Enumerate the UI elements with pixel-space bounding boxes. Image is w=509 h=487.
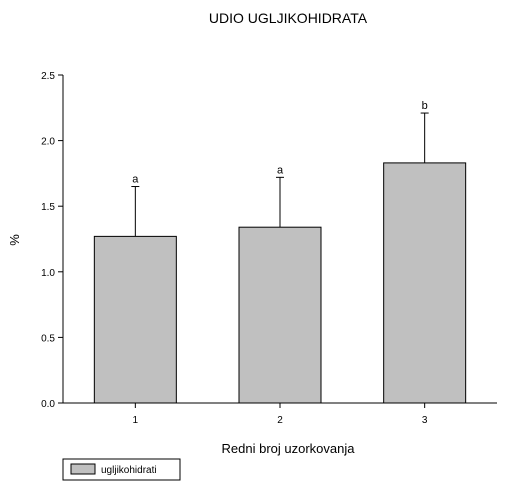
x-axis-label: Redni broj uzorkovanja [222, 441, 356, 456]
x-tick-label: 3 [422, 415, 428, 426]
chart-title: UDIO UGLJIKOHIDRATA [209, 10, 368, 26]
bar [383, 162, 467, 404]
y-tick-label: 0.5 [41, 333, 55, 344]
bar [238, 226, 322, 404]
plot-area: 0.0 0.5 1.0 1.5 2.0 2.5 a 1 a 2 b 3 [41, 71, 497, 426]
y-tick-label: 1.5 [41, 202, 55, 213]
bar-label: a [277, 164, 284, 176]
x-tick-label: 2 [277, 415, 283, 426]
legend-swatch [70, 463, 96, 475]
y-tick-label: 2.5 [41, 71, 55, 82]
y-tick-label: 1.0 [41, 268, 55, 279]
y-tick-label: 0.0 [41, 399, 55, 410]
x-tick-label: 1 [133, 415, 139, 426]
legend-label: ugljikohidrati [101, 465, 157, 476]
y-tick-label: 2.0 [41, 137, 55, 148]
y-axis-label: % [7, 234, 22, 246]
bar-label: b [422, 100, 428, 112]
legend: ugljikohidrati [62, 458, 181, 481]
bar-label: a [132, 174, 139, 186]
bar [93, 235, 177, 404]
